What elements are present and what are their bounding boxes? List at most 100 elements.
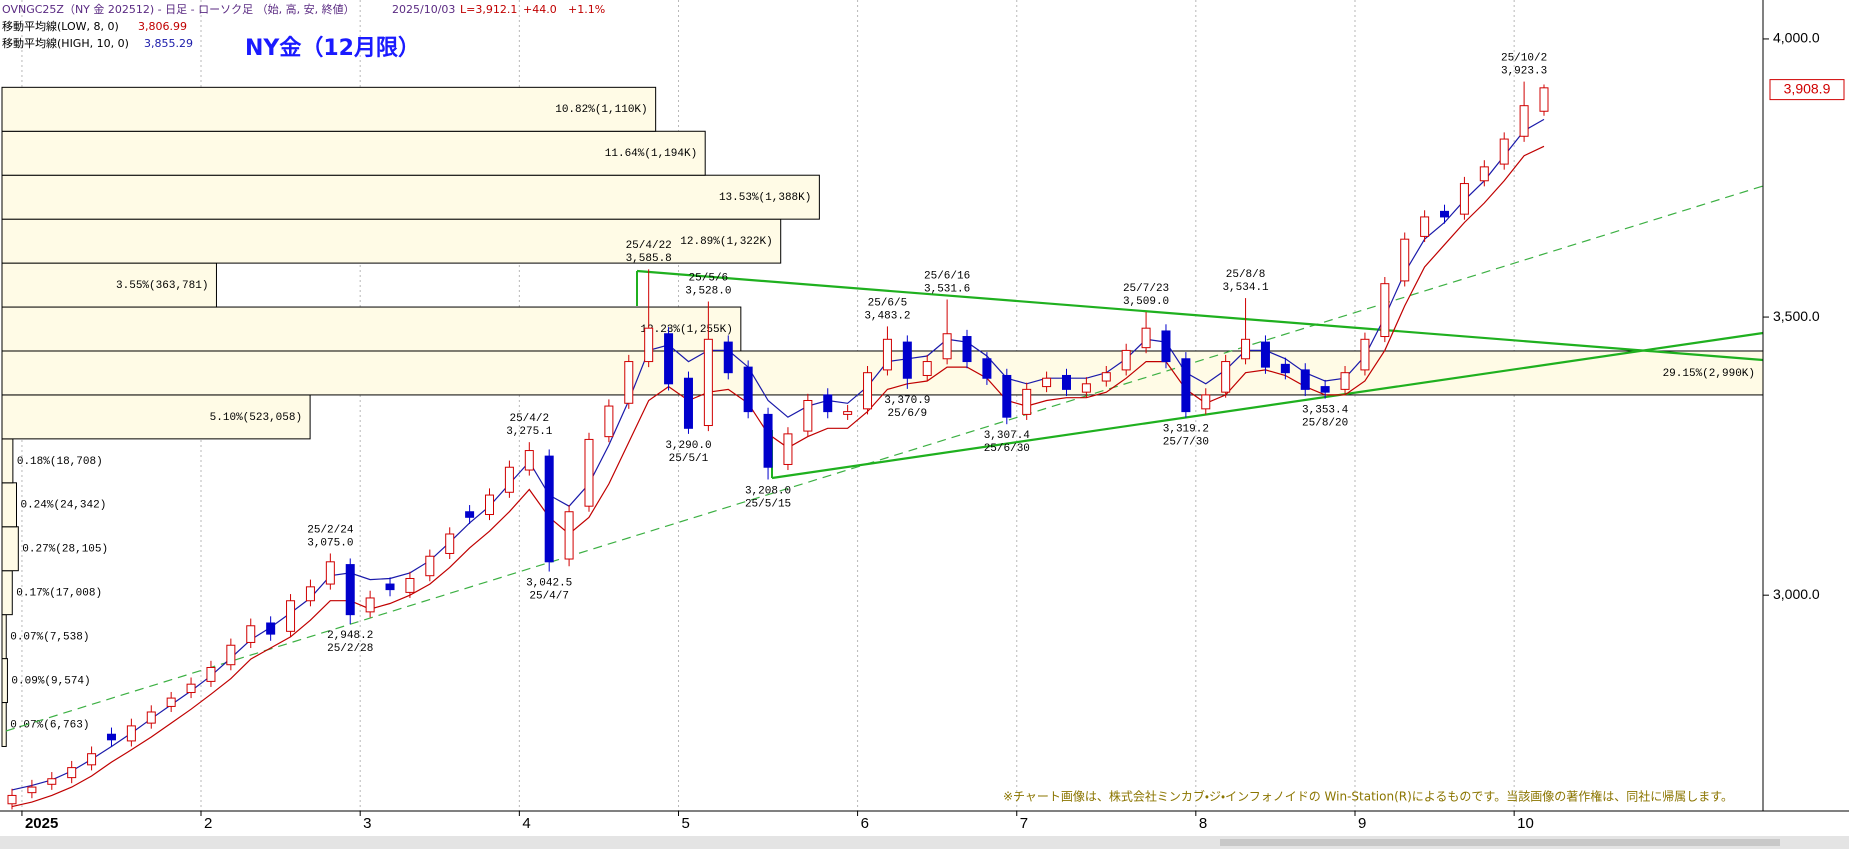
candle-body — [703, 338, 713, 427]
low-price-label: 2,948.2 — [327, 630, 373, 642]
candle-body — [942, 333, 952, 360]
candle-body — [445, 533, 455, 554]
candle-body — [1459, 183, 1469, 215]
candle-body — [67, 767, 77, 779]
high-date-label: 25/2/24 — [307, 524, 354, 536]
legend-value: 3,855.29 — [144, 37, 193, 50]
profile-bar — [1, 570, 13, 616]
high-price-label: 3,534.1 — [1222, 282, 1269, 294]
profile-label: 0.07%(7,538) — [10, 632, 89, 644]
x-tick-label: 2025 — [25, 815, 58, 832]
y-tick-label: 3,000.0 — [1773, 586, 1820, 602]
high-date-label: 25/7/23 — [1123, 283, 1169, 295]
low-date-label: 25/5/15 — [745, 498, 791, 510]
chart-title: NY金（12月限） — [245, 36, 420, 61]
volume-profile: 0.07%(6,763) 0.09%(9,574) 0.07%(7,538) 0.17… — [1, 86, 1764, 747]
profile-label: 0.09%(9,574) — [11, 675, 90, 687]
low-date-label: 25/5/1 — [669, 453, 709, 465]
candle-body — [7, 794, 17, 805]
x-tick-label: 9 — [1358, 815, 1366, 832]
header-date: 2025/10/03 — [392, 3, 455, 16]
candle-body — [126, 725, 136, 742]
low-date-label: 25/2/28 — [327, 643, 373, 655]
profile-label: 0.17%(17,008) — [16, 588, 102, 600]
candle-body — [425, 555, 435, 577]
candle-body — [1061, 374, 1071, 390]
instrument: OVNGC25Z（NY 金 202512) - 日足 - ローソク足 （始, 高… — [2, 2, 355, 16]
candle-body — [465, 511, 475, 518]
candle-body — [504, 466, 514, 493]
candle-body — [1002, 374, 1012, 418]
candle-body — [106, 733, 116, 741]
candle-body — [723, 341, 733, 374]
high-date-label: 25/4/22 — [626, 240, 672, 252]
candle-body — [783, 433, 793, 465]
candle-body — [882, 338, 892, 371]
x-tick-label: 5 — [682, 815, 690, 832]
profile-label: 12.23%(1,255K) — [640, 324, 732, 336]
candle-body — [564, 511, 574, 560]
profile-bar — [1, 702, 7, 747]
low-price-label: 3,370.9 — [884, 395, 930, 407]
candle-body — [1081, 383, 1091, 393]
candle-body — [1022, 388, 1032, 415]
legend-entry: 移動平均線(HIGH, 10, 0) — [2, 36, 129, 50]
low-date-label: 25/8/20 — [1302, 418, 1348, 430]
candle-body — [1440, 210, 1450, 218]
profile-label: 0.18%(18,708) — [17, 456, 103, 468]
candle-body — [1201, 394, 1211, 410]
candle-body — [823, 394, 833, 413]
last-price-label: 3,908.9 — [1784, 80, 1831, 96]
profile-label: 3.55%(363,781) — [116, 280, 208, 292]
candle-body — [982, 358, 992, 379]
candle-body — [902, 341, 912, 379]
candle-body — [186, 683, 196, 694]
profile-label: 12.89%(1,322K) — [680, 236, 772, 248]
candle-body — [863, 372, 873, 410]
candle-body — [1260, 341, 1270, 368]
source-note: ※チャート画像は、株式会社ミンカブ・ジ・インフォノイドの Win-Station… — [1003, 789, 1733, 804]
profile-bar — [1, 306, 742, 352]
candle-body — [226, 644, 236, 666]
candle-body — [1181, 358, 1191, 413]
profile-label: 29.15%(2,990K) — [1663, 368, 1755, 380]
candle-body — [206, 666, 216, 682]
candle-body — [1141, 327, 1151, 349]
profile-bar — [1, 438, 14, 484]
candle-body — [1360, 338, 1370, 371]
candle-body — [345, 564, 355, 616]
candle-body — [1101, 372, 1111, 382]
low-price-label: 3,319.2 — [1163, 424, 1209, 436]
scrollbar-thumb[interactable] — [1220, 839, 1780, 846]
candle-body — [1320, 386, 1330, 393]
candle-body — [146, 711, 156, 724]
profile-bar — [1, 262, 217, 308]
profile-label: 10.82%(1,110K) — [555, 104, 647, 116]
low-date-label: 25/6/30 — [984, 443, 1030, 455]
candle-body — [1300, 369, 1310, 390]
candle-body — [644, 327, 654, 363]
profile-bar — [1, 658, 8, 704]
candle-body — [365, 597, 375, 613]
candle-body — [604, 405, 614, 438]
candle-body — [1420, 216, 1430, 237]
x-tick-label: 8 — [1199, 815, 1207, 832]
candle-body — [1499, 138, 1509, 165]
profile-label: 13.53%(1,388K) — [719, 192, 811, 204]
profile-bar — [1, 394, 311, 440]
candle-body — [1539, 87, 1549, 112]
candle-body — [763, 413, 773, 468]
candle-body — [305, 586, 315, 602]
y-tick-label: 3,500.0 — [1773, 308, 1820, 324]
candle-body — [1519, 105, 1529, 137]
candle-body — [1241, 338, 1251, 360]
candle-body — [803, 399, 813, 432]
profile-bar — [1, 174, 820, 220]
triangle-lower-line — [771, 331, 1764, 480]
x-tick-label: 2 — [204, 815, 212, 832]
header-change-pct: +1.1% — [568, 3, 605, 16]
x-tick-label: 4 — [522, 815, 530, 832]
low-price-label: 3,307.4 — [984, 430, 1031, 442]
profile-bar — [1, 482, 17, 528]
